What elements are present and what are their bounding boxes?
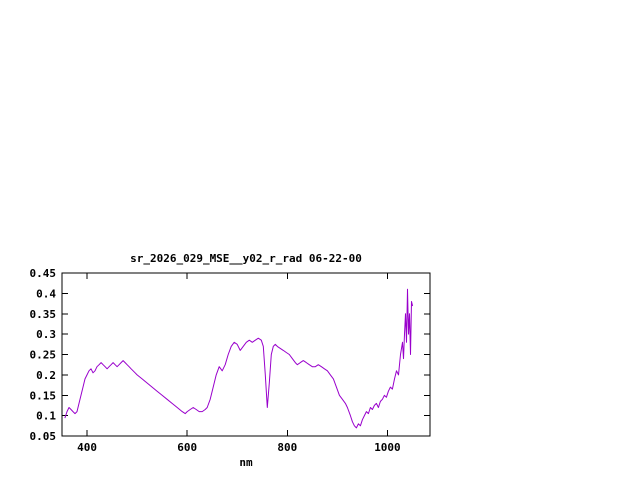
x-tick-label: 1000: [374, 441, 401, 454]
x-tick-label: 600: [177, 441, 197, 454]
plot-border: [61, 272, 431, 437]
series-layer: [64, 288, 413, 429]
y-tick-label: 0.25: [30, 349, 57, 362]
axes-layer: 400 600 800 1000 0.05 0.1 0.15 0.2 0.25 0.3 0.35 0.…: [30, 267, 431, 454]
y-tick-label: 0.3: [36, 328, 56, 341]
data-line: [64, 288, 413, 429]
chart-title: sr_2026_029_MSE__y02_r_rad 06-22-00: [130, 252, 362, 265]
y-tick-label: 0.05: [30, 430, 57, 443]
y-tick-label: 0.45: [30, 267, 57, 280]
y-tick-label: 0.2: [36, 369, 56, 382]
y-tick-label: 0.4: [36, 287, 56, 300]
x-axis-label: nm: [239, 456, 253, 469]
y-tick-label: 0.15: [30, 389, 57, 402]
y-tick-label: 0.35: [30, 308, 57, 321]
x-tick-label: 800: [277, 441, 297, 454]
x-tick-label: 400: [77, 441, 97, 454]
y-tick-label: 0.1: [36, 410, 56, 423]
